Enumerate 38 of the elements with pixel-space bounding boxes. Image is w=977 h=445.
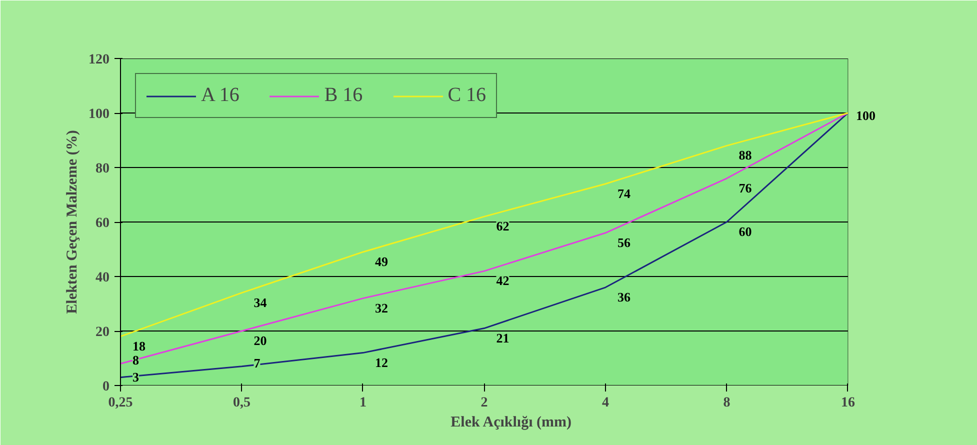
data-label: 74 <box>617 186 631 201</box>
x-tick-label: 0,5 <box>232 396 250 410</box>
data-label: 18 <box>132 338 146 354</box>
data-label: 76 <box>738 180 752 196</box>
y-tick-label: 60 <box>96 216 110 231</box>
data-label: 56 <box>617 234 631 250</box>
data-label: 3 <box>132 369 140 384</box>
data-label: 20 <box>254 333 267 348</box>
x-tick-label: 0,25 <box>108 396 133 410</box>
data-label: 36 <box>617 289 631 304</box>
legend-label: A 16 <box>201 84 240 107</box>
y-tick-label: 40 <box>96 270 110 286</box>
legend-label: C 16 <box>448 84 486 107</box>
x-axis-title: Elek Açıklığı (mm) <box>450 414 572 430</box>
data-label: 42 <box>496 273 510 288</box>
data-label: 34 <box>254 294 268 310</box>
y-tick-label: 100 <box>88 107 110 122</box>
y-tick-label: 80 <box>96 162 110 176</box>
x-tick-label: 8 <box>723 396 730 410</box>
y-axis-title: Elekten Geçen Malzeme (%) <box>64 130 80 314</box>
x-tick-label: 2 <box>480 396 488 410</box>
data-label: 88 <box>738 148 752 163</box>
data-label: 60 <box>738 224 752 239</box>
x-tick-label: 16 <box>840 396 855 410</box>
data-label: 8 <box>132 352 140 368</box>
legend-label: B 16 <box>324 84 363 107</box>
x-tick-label: 1 <box>359 396 366 410</box>
data-label: 12 <box>374 354 388 370</box>
data-label: 32 <box>374 300 388 316</box>
x-tick-label: 4 <box>602 396 609 410</box>
data-label: 21 <box>496 330 510 346</box>
data-label: 49 <box>374 254 388 269</box>
data-label: 7 <box>254 355 261 370</box>
y-tick-label: 120 <box>88 52 110 68</box>
y-tick-label: 0 <box>102 380 110 394</box>
data-label: 62 <box>496 218 510 234</box>
data-label: 100 <box>856 108 876 123</box>
y-tick-label: 20 <box>96 325 110 340</box>
